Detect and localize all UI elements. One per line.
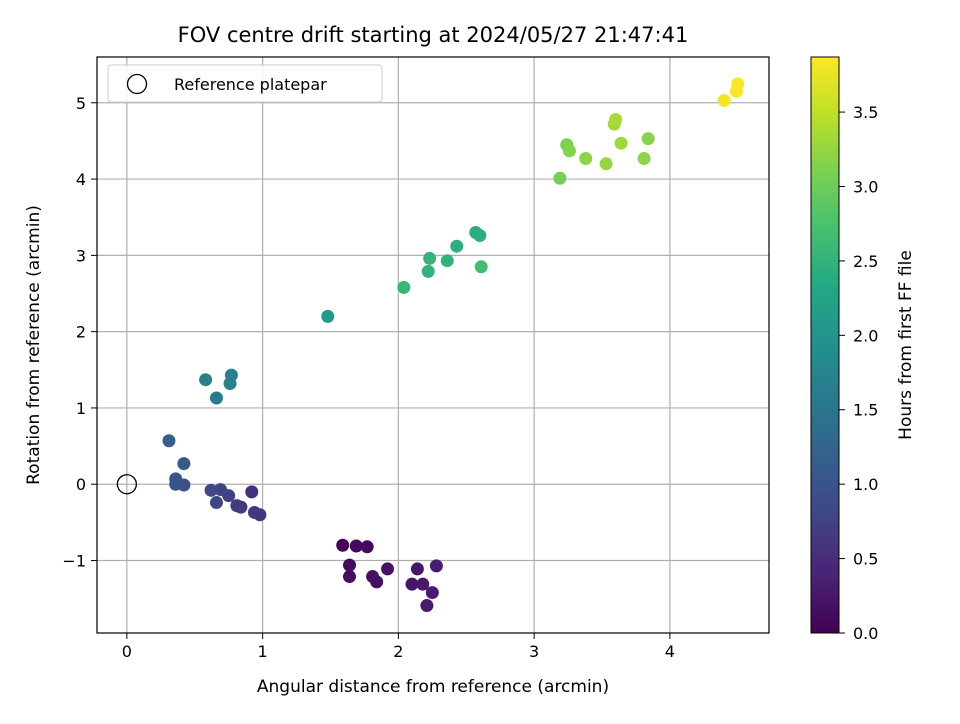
x-axis-label: Angular distance from reference (arcmin) (257, 677, 609, 697)
y-tick-label: 5 (76, 94, 86, 113)
y-axis-ticks: −1 0 1 2 3 4 5 (62, 94, 97, 571)
data-point (440, 254, 454, 268)
data-point (473, 229, 487, 243)
legend-marker-hollow-circle (126, 73, 148, 95)
data-point (553, 171, 567, 185)
data-point (381, 562, 395, 576)
colorbar-tick-label: 2.5 (853, 252, 878, 271)
colorbar-tick-label: 1.0 (853, 475, 878, 494)
data-point (370, 575, 384, 589)
y-tick-label: 3 (76, 246, 86, 265)
data-point (343, 570, 357, 584)
colorbar-tick-label: 0.0 (853, 624, 878, 643)
y-tick-label: 0 (76, 475, 86, 494)
data-point (609, 113, 623, 127)
y-tick-label: −1 (62, 552, 86, 571)
data-point (425, 586, 439, 600)
data-point (343, 558, 357, 572)
x-tick-label: 3 (529, 642, 539, 661)
grid (97, 57, 769, 633)
data-point (209, 496, 223, 510)
colorbar-tick-label: 0.5 (853, 550, 878, 569)
data-point (349, 539, 363, 553)
data-point (405, 577, 419, 591)
legend-label: Reference platepar (174, 75, 327, 94)
data-point (224, 368, 238, 382)
legend: Reference platepar (107, 64, 383, 103)
x-tick-label: 4 (665, 642, 675, 661)
data-point (209, 391, 223, 405)
data-point (204, 483, 218, 497)
x-axis-ticks: 0 1 2 3 4 (122, 633, 675, 661)
data-point (641, 132, 655, 146)
data-point (360, 540, 374, 554)
colorbar-ticks: 0.0 0.5 1.0 1.5 2.0 2.5 3.0 3.5 (839, 103, 878, 643)
data-point (169, 472, 183, 486)
data-point (717, 93, 731, 107)
y-tick-label: 4 (76, 170, 86, 189)
colorbar-tick-label: 2.0 (853, 326, 878, 345)
chart-title: FOV centre drift starting at 2024/05/27 … (178, 23, 689, 47)
x-tick-label: 2 (393, 642, 403, 661)
data-point (450, 239, 464, 253)
data-point (230, 499, 244, 513)
legend-box (107, 64, 383, 103)
y-tick-label: 1 (76, 399, 86, 418)
data-point (214, 483, 228, 497)
data-point (731, 77, 745, 91)
data-point (423, 251, 437, 265)
data-point (410, 562, 424, 576)
colorbar-label: Hours from first FF file (896, 250, 916, 440)
y-tick-label: 2 (76, 323, 86, 342)
data-point (162, 434, 176, 448)
data-point (247, 505, 261, 519)
data-point (421, 264, 435, 278)
data-point (420, 599, 434, 613)
data-point (245, 485, 259, 499)
colorbar: 0.0 0.5 1.0 1.5 2.0 2.5 3.0 3.5 Hours from firs… (810, 56, 916, 643)
data-point (637, 151, 651, 165)
colorbar-gradient (810, 56, 840, 634)
data-point (199, 373, 213, 387)
y-axis-label: Rotation from reference (arcmin) (24, 205, 44, 485)
data-point (614, 136, 628, 150)
data-point (321, 309, 335, 323)
data-point (177, 457, 191, 471)
colorbar-tick-label: 3.5 (853, 103, 878, 122)
x-tick-label: 0 (122, 642, 132, 661)
reference-platepar-marker (116, 474, 138, 495)
x-tick-label: 1 (258, 642, 268, 661)
data-point (562, 144, 576, 158)
colorbar-tick-label: 1.5 (853, 401, 878, 420)
data-point (416, 577, 430, 591)
reference-platepar-layer (116, 474, 138, 495)
colorbar-tick-label: 3.0 (853, 177, 878, 196)
data-point (336, 538, 350, 552)
data-point (599, 157, 613, 171)
data-points (162, 77, 745, 613)
data-point (429, 559, 443, 573)
data-point (397, 280, 411, 294)
data-point (579, 151, 593, 165)
data-point (474, 260, 488, 274)
plot-frame (96, 56, 770, 634)
